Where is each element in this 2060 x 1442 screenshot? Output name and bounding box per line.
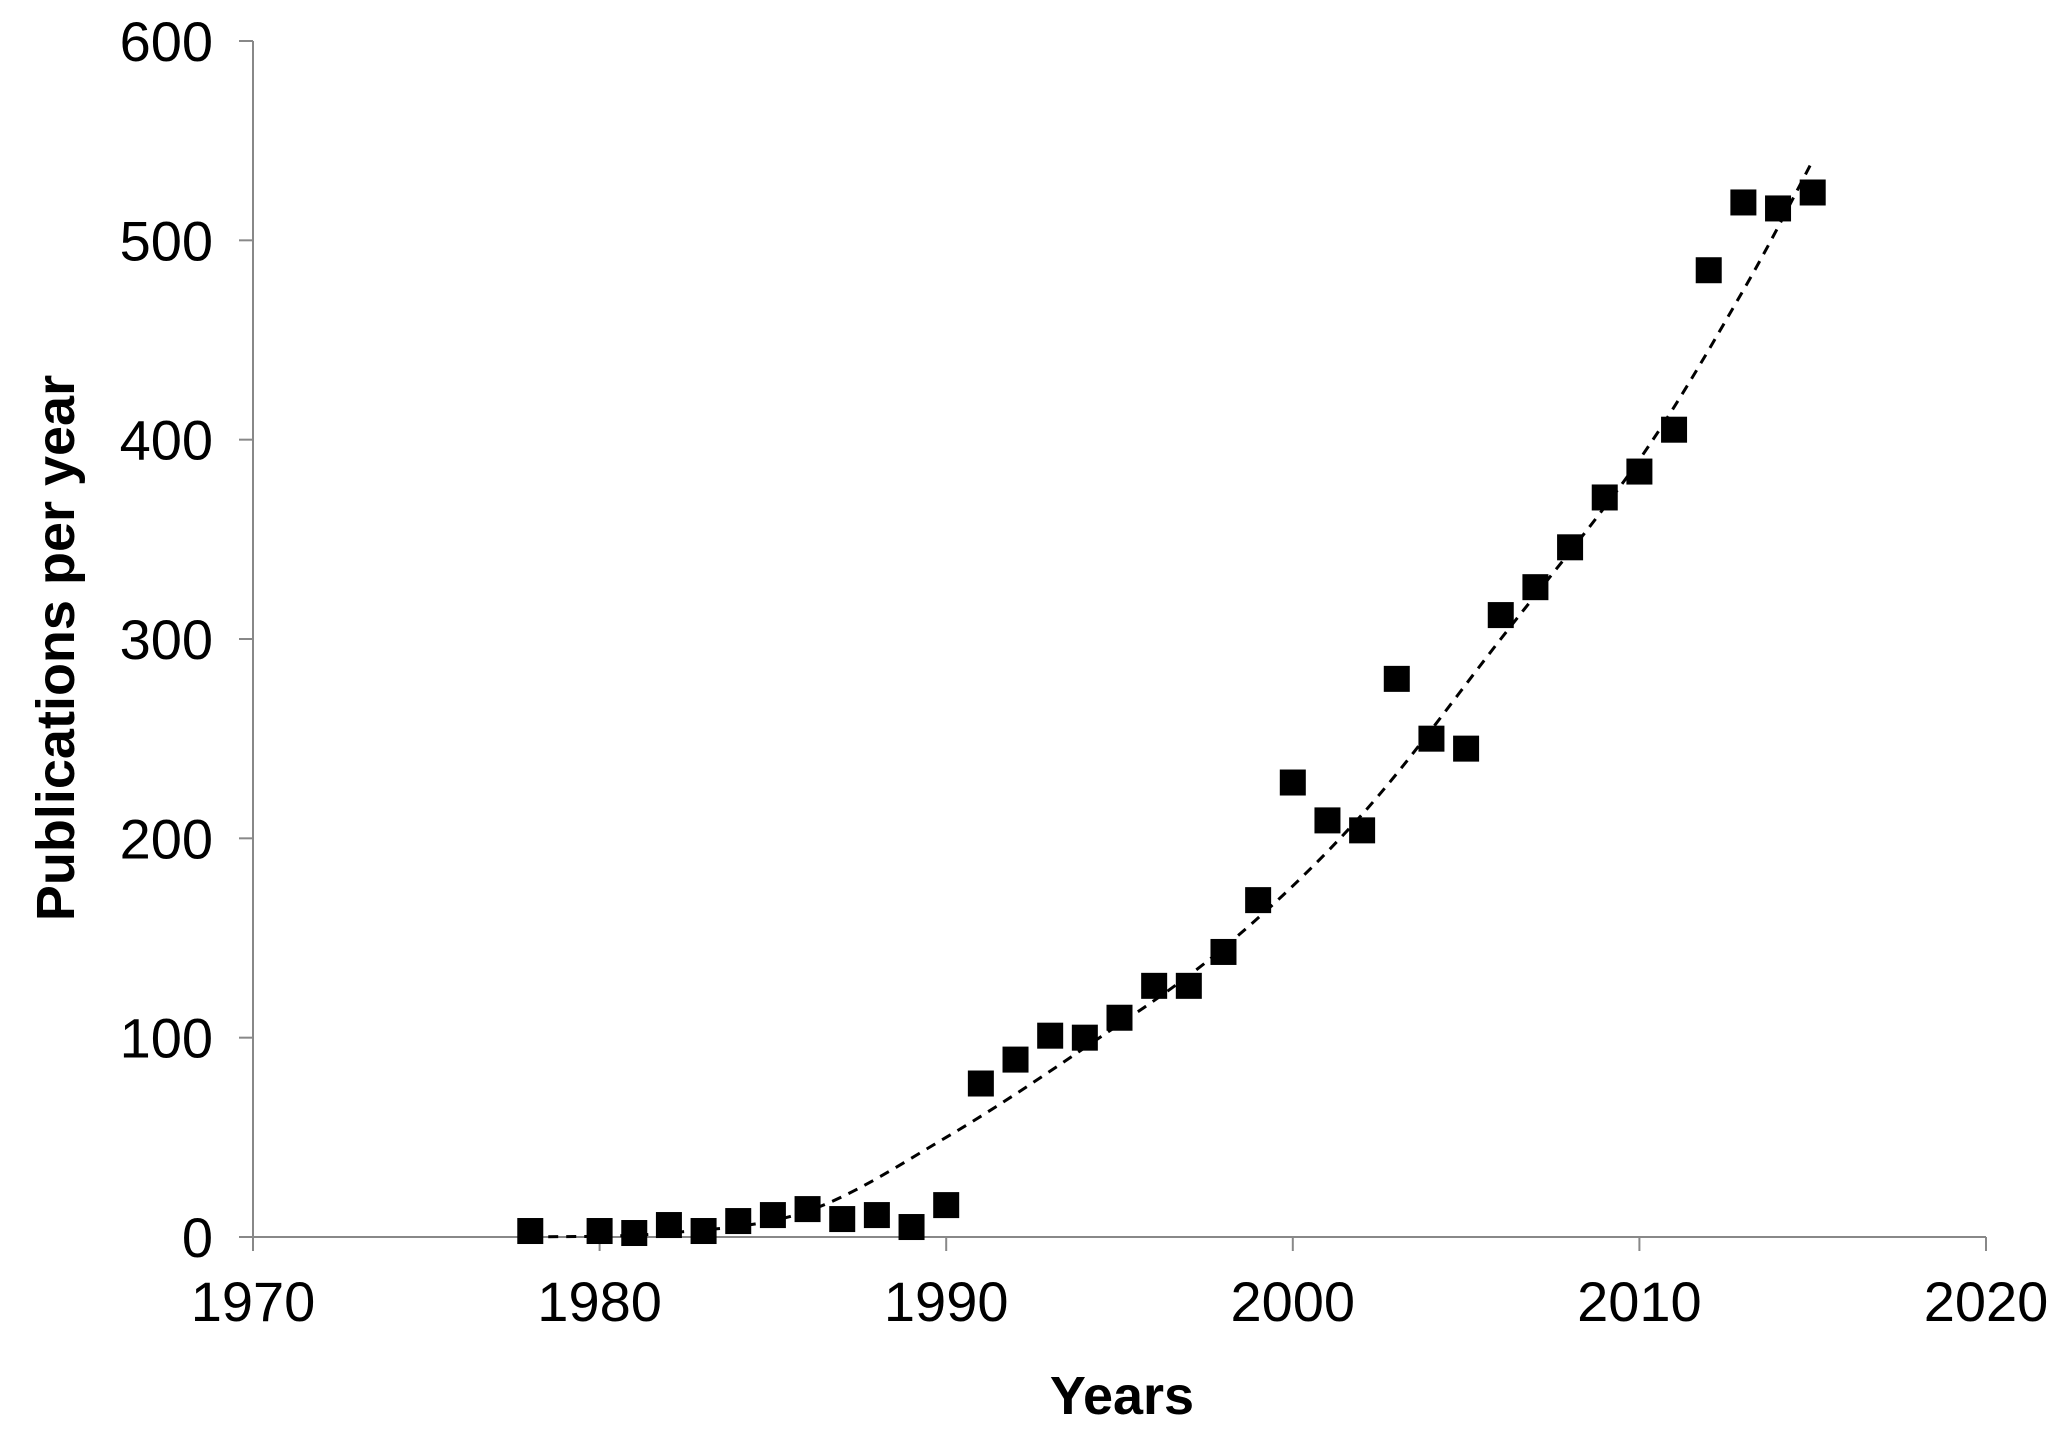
data-point xyxy=(1626,458,1653,485)
data-point xyxy=(1106,1004,1133,1031)
data-point xyxy=(1349,817,1376,844)
x-tick-label: 2000 xyxy=(1231,1270,1356,1333)
data-point xyxy=(1730,189,1757,216)
x-tick-label: 2010 xyxy=(1577,1270,1702,1333)
x-tick-label: 1980 xyxy=(537,1270,662,1333)
data-point xyxy=(1487,602,1514,629)
y-tick-label: 300 xyxy=(120,608,213,671)
data-point xyxy=(898,1214,925,1241)
data-point xyxy=(1037,1022,1064,1049)
x-tick-label: 1970 xyxy=(191,1270,316,1333)
data-point xyxy=(1418,725,1445,752)
data-point xyxy=(759,1202,786,1229)
y-tick-label: 100 xyxy=(120,1007,213,1070)
data-point xyxy=(517,1218,544,1245)
y-tick-label: 0 xyxy=(182,1206,213,1269)
y-tick-label: 600 xyxy=(120,10,213,73)
data-point xyxy=(586,1218,613,1245)
data-point xyxy=(933,1192,960,1219)
x-tick-label: 2020 xyxy=(1924,1270,2049,1333)
data-point xyxy=(1557,534,1584,561)
data-point xyxy=(1071,1024,1098,1051)
data-point xyxy=(1453,735,1480,762)
data-point xyxy=(1002,1046,1029,1073)
data-point xyxy=(1591,484,1618,511)
data-points xyxy=(517,179,1826,1247)
data-point xyxy=(967,1070,994,1097)
data-point xyxy=(1175,972,1202,999)
data-point xyxy=(1765,195,1792,222)
data-point xyxy=(725,1208,752,1235)
x-axis-title: Years xyxy=(1050,1366,1194,1426)
y-tick-label: 400 xyxy=(120,409,213,472)
y-tick-label: 500 xyxy=(120,209,213,272)
data-point xyxy=(829,1206,856,1233)
data-point xyxy=(1383,665,1410,692)
trendline xyxy=(530,159,1815,1239)
data-point xyxy=(655,1212,682,1239)
data-point xyxy=(1695,257,1722,284)
data-point xyxy=(1279,769,1306,796)
data-point xyxy=(1661,416,1688,443)
data-point xyxy=(863,1202,890,1229)
data-point xyxy=(794,1196,821,1223)
axes: 0 100 200 300 400 500 600 1970 1980 1990 2000 2010 2… xyxy=(120,10,2049,1333)
data-point xyxy=(1314,807,1341,834)
y-axis-title: Publications per year xyxy=(26,375,86,921)
data-point xyxy=(1522,574,1549,601)
data-point xyxy=(690,1218,717,1245)
x-tick-label: 1990 xyxy=(884,1270,1009,1333)
data-point xyxy=(1245,887,1272,914)
data-point xyxy=(1141,972,1168,999)
data-point xyxy=(1210,938,1237,965)
data-point xyxy=(1799,179,1826,206)
trendline-layer xyxy=(530,159,1815,1239)
data-point xyxy=(621,1220,648,1247)
y-tick-label: 200 xyxy=(120,807,213,870)
